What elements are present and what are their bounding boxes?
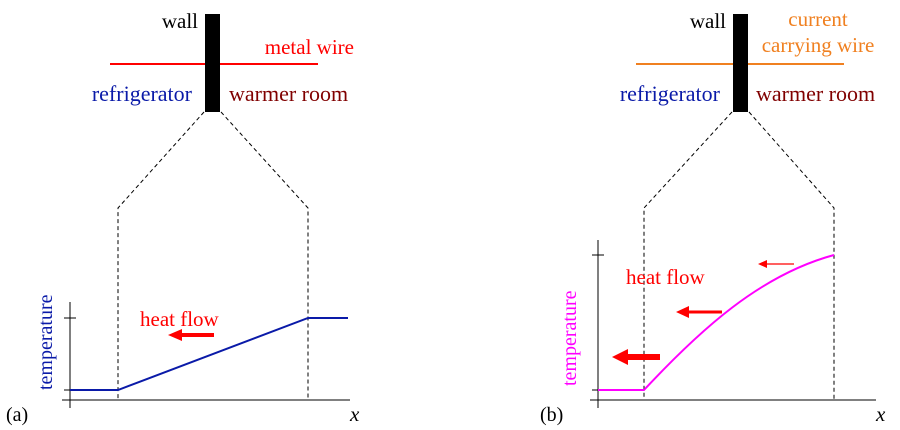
refrigerator-label: refrigerator: [620, 81, 721, 106]
panel-label: (a): [6, 404, 28, 426]
heat-flow-arrow-head: [168, 329, 182, 341]
panel-b: wall current carrying wire refrigerator …: [540, 7, 886, 426]
wall-block: [205, 14, 220, 112]
x-axis-label: x: [349, 402, 360, 426]
heat-flow-arrow-large-head: [612, 349, 628, 365]
refrigerator-label: refrigerator: [92, 81, 193, 106]
temperature-curve: [598, 254, 835, 391]
panel-a: wall metal wire refrigerator warmer room…: [6, 9, 360, 426]
heat-flow-arrow-small-head: [758, 260, 767, 268]
zoom-line-right: [220, 111, 309, 400]
y-axis-label: temperature: [35, 294, 57, 390]
zoom-line-right: [748, 111, 835, 400]
wire-label-line2: carrying wire: [762, 33, 875, 57]
wire-label-line1: current: [788, 7, 848, 31]
heat-flow-label: heat flow: [626, 265, 706, 289]
warmer-room-label: warmer room: [756, 81, 875, 106]
wall-label: wall: [162, 9, 198, 33]
heat-flow-arrow-medium-head: [676, 306, 689, 318]
zoom-line-left: [643, 111, 733, 400]
y-axis-label: temperature: [559, 290, 581, 386]
wall-label: wall: [690, 9, 726, 33]
temperature-curve: [70, 317, 348, 391]
wire-label: metal wire: [265, 35, 354, 59]
heat-flow-label: heat flow: [140, 307, 220, 331]
zoom-line-left: [117, 111, 205, 400]
panel-label: (b): [540, 404, 563, 426]
wall-block: [733, 14, 748, 112]
x-axis-label: x: [875, 402, 886, 426]
warmer-room-label: warmer room: [229, 81, 348, 106]
